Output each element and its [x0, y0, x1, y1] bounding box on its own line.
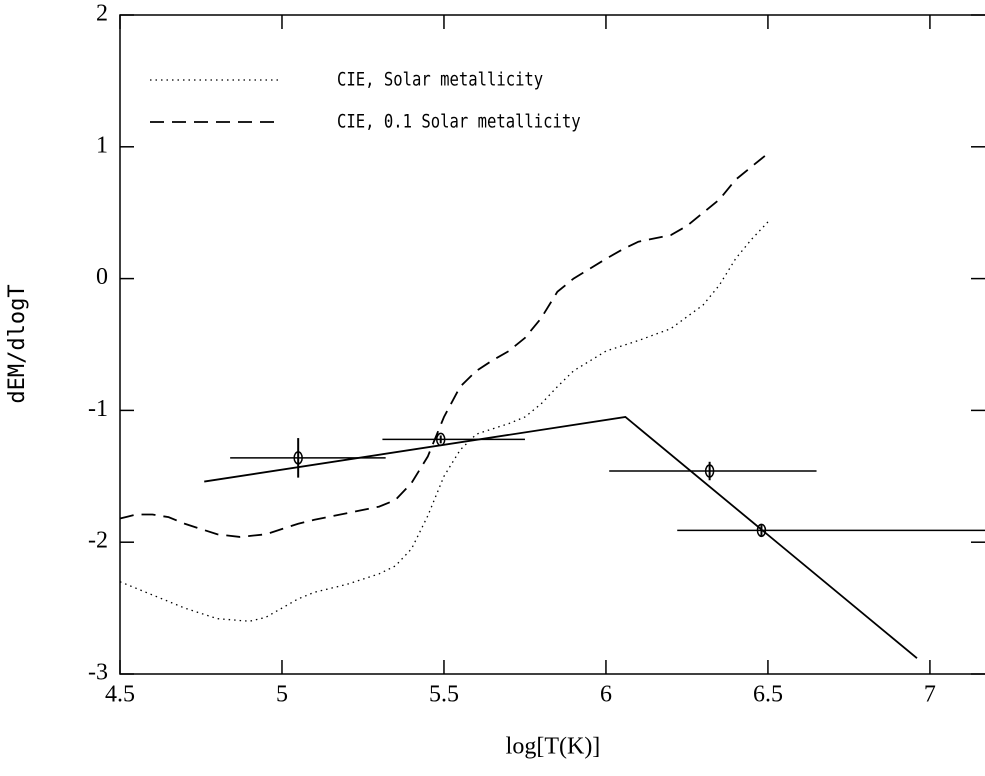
series-line: [119, 152, 769, 538]
y-tick-label: 0: [96, 264, 108, 290]
x-tick-label: 7: [924, 682, 936, 708]
x-tick-label: 6.5: [753, 682, 783, 708]
x-tick-label: 6: [600, 682, 612, 708]
y-tick-label: 1: [96, 132, 108, 158]
legend-label: CIE, Solar metallicity: [337, 69, 543, 91]
y-tick-label: -2: [88, 528, 108, 554]
y-tick-label: -3: [88, 660, 108, 686]
x-tick-label: 5: [276, 682, 288, 708]
y-tick-label: 2: [96, 1, 108, 27]
series-line: [119, 221, 769, 622]
series-line: [204, 416, 918, 659]
data-point: [293, 451, 303, 465]
x-axis-label: log[T(K)]: [506, 734, 601, 760]
data-point: [435, 432, 446, 447]
legend-label: CIE, 0.1 Solar metallicity: [337, 111, 581, 133]
y-axis-label: dEM/dlogT: [5, 284, 30, 403]
axis-frame: [119, 14, 985, 675]
data-point: [704, 464, 715, 478]
y-tick-label: -1: [88, 396, 108, 422]
x-tick-label: 5.5: [429, 682, 459, 708]
x-tick-label: 4.5: [105, 682, 135, 708]
data-point: [756, 523, 767, 538]
